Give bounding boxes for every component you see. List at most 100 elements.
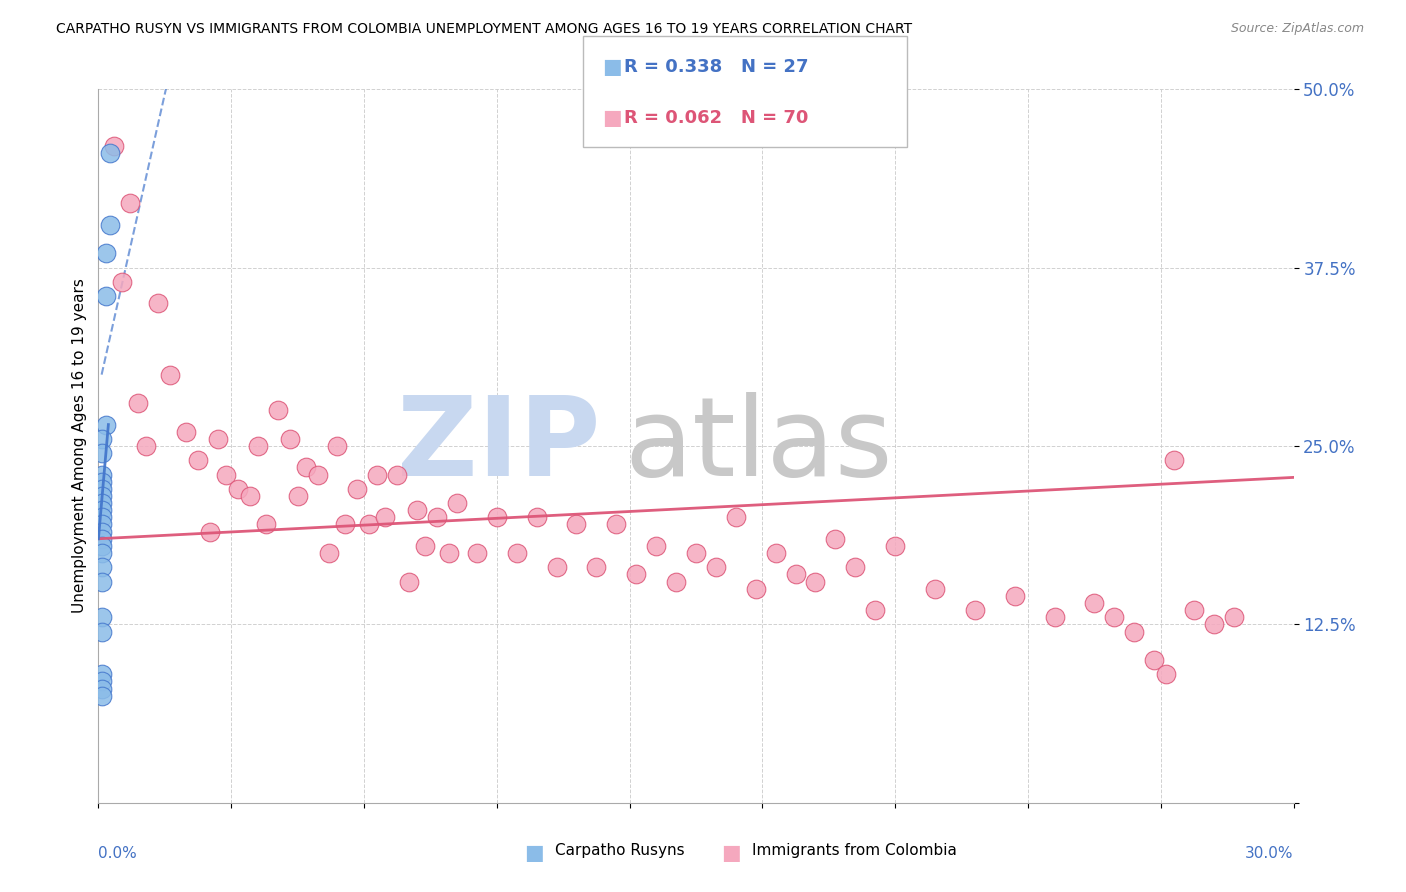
Point xyxy=(91,489,114,503)
Point xyxy=(366,467,388,482)
Point xyxy=(565,517,588,532)
Y-axis label: Unemployment Among Ages 16 to 19 years: Unemployment Among Ages 16 to 19 years xyxy=(72,278,87,614)
Point xyxy=(1223,610,1246,624)
Point xyxy=(91,539,114,553)
Point xyxy=(437,546,460,560)
Point xyxy=(91,674,114,689)
Point xyxy=(91,482,114,496)
Point xyxy=(346,482,368,496)
Point xyxy=(585,560,607,574)
Point xyxy=(1004,589,1026,603)
Point xyxy=(127,396,149,410)
Point xyxy=(605,517,627,532)
Point xyxy=(91,510,114,524)
Point xyxy=(267,403,290,417)
Text: ■: ■ xyxy=(602,57,621,77)
Point xyxy=(198,524,221,539)
Point xyxy=(924,582,946,596)
Point xyxy=(963,603,986,617)
Point xyxy=(96,246,118,260)
Point xyxy=(804,574,827,589)
Point xyxy=(91,689,114,703)
Point xyxy=(326,439,349,453)
Point xyxy=(844,560,866,574)
Point xyxy=(91,574,114,589)
Point xyxy=(1083,596,1105,610)
Text: ZIP: ZIP xyxy=(396,392,600,500)
Point xyxy=(246,439,269,453)
Point xyxy=(187,453,209,467)
Point xyxy=(91,432,114,446)
Point xyxy=(135,439,157,453)
Point xyxy=(91,517,114,532)
Point xyxy=(278,432,301,446)
Point xyxy=(215,467,238,482)
Point xyxy=(1202,617,1225,632)
Text: R = 0.338   N = 27: R = 0.338 N = 27 xyxy=(624,58,808,76)
Point xyxy=(103,139,125,153)
Point xyxy=(91,667,114,681)
Point xyxy=(91,532,114,546)
Point xyxy=(91,681,114,696)
Point xyxy=(1104,610,1126,624)
Text: ■: ■ xyxy=(721,843,741,863)
Point xyxy=(91,546,114,560)
Point xyxy=(91,524,114,539)
Point xyxy=(287,489,309,503)
Point xyxy=(724,510,747,524)
Point xyxy=(96,289,118,303)
Text: Carpatho Rusyns: Carpatho Rusyns xyxy=(555,843,685,858)
Text: 30.0%: 30.0% xyxy=(1246,846,1294,861)
Point xyxy=(465,546,488,560)
Point xyxy=(148,296,170,310)
Text: Source: ZipAtlas.com: Source: ZipAtlas.com xyxy=(1230,22,1364,36)
Point xyxy=(526,510,548,524)
Text: R = 0.062   N = 70: R = 0.062 N = 70 xyxy=(624,109,808,127)
Point xyxy=(207,432,229,446)
Point xyxy=(398,574,420,589)
Point xyxy=(374,510,396,524)
Point xyxy=(446,496,468,510)
Point xyxy=(884,539,907,553)
Point xyxy=(91,624,114,639)
Point xyxy=(359,517,381,532)
Text: ■: ■ xyxy=(602,108,621,128)
Point xyxy=(645,539,668,553)
Point xyxy=(1182,603,1205,617)
Point xyxy=(98,146,122,161)
Point xyxy=(824,532,846,546)
Point xyxy=(685,546,707,560)
Point xyxy=(626,567,648,582)
Point xyxy=(665,574,688,589)
Point xyxy=(91,560,114,574)
Point xyxy=(174,425,197,439)
Text: Immigrants from Colombia: Immigrants from Colombia xyxy=(752,843,957,858)
Point xyxy=(307,467,329,482)
Point xyxy=(385,467,409,482)
Point xyxy=(406,503,429,517)
Point xyxy=(1154,667,1177,681)
Point xyxy=(413,539,436,553)
Point xyxy=(1043,610,1066,624)
Point xyxy=(91,496,114,510)
Point xyxy=(1163,453,1185,467)
Point xyxy=(111,275,134,289)
Point xyxy=(506,546,529,560)
Point xyxy=(704,560,727,574)
Point xyxy=(159,368,181,382)
Point xyxy=(91,446,114,460)
Point xyxy=(294,460,316,475)
Point xyxy=(226,482,249,496)
Text: ■: ■ xyxy=(524,843,544,863)
Point xyxy=(318,546,340,560)
Point xyxy=(91,503,114,517)
Point xyxy=(546,560,568,574)
Point xyxy=(745,582,768,596)
Point xyxy=(120,196,142,211)
Point xyxy=(485,510,508,524)
Point xyxy=(1143,653,1166,667)
Point xyxy=(98,218,122,232)
Point xyxy=(91,467,114,482)
Point xyxy=(765,546,787,560)
Text: CARPATHO RUSYN VS IMMIGRANTS FROM COLOMBIA UNEMPLOYMENT AMONG AGES 16 TO 19 YEAR: CARPATHO RUSYN VS IMMIGRANTS FROM COLOMB… xyxy=(56,22,912,37)
